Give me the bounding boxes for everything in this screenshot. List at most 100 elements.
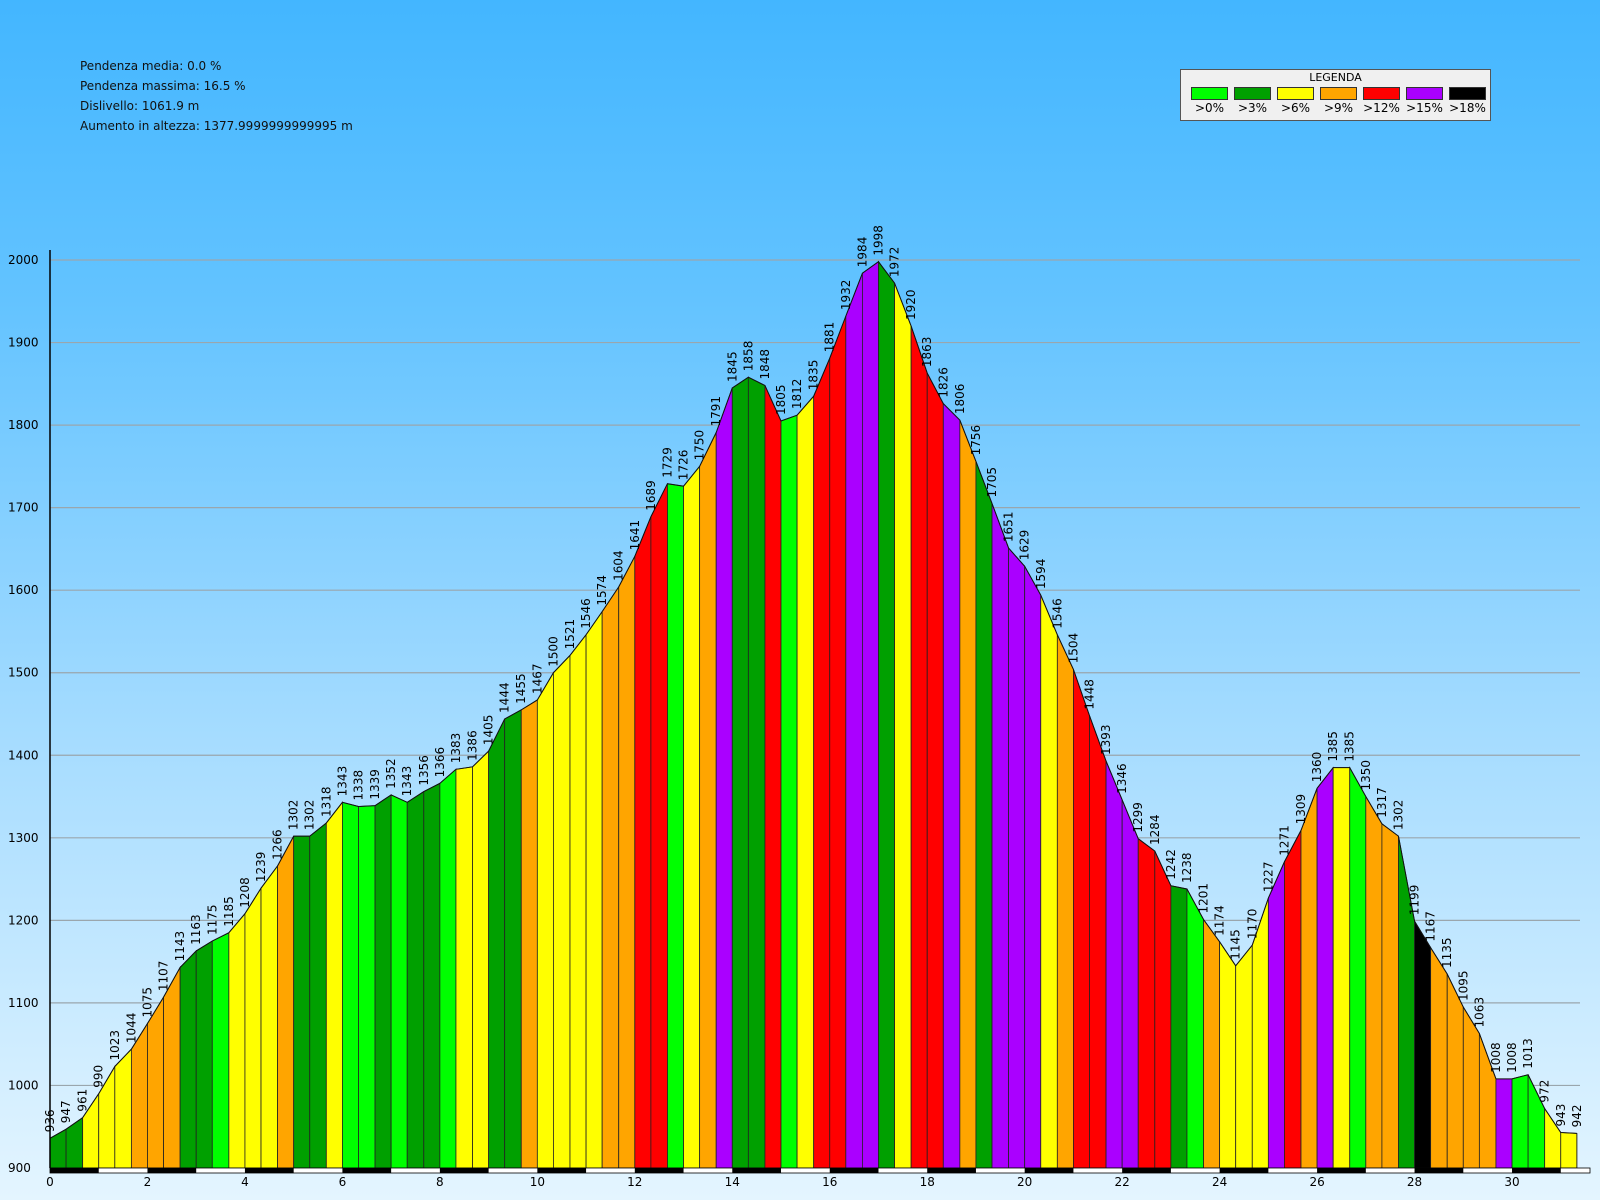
profile-segment [1024,564,1042,1169]
profile-segment [1511,1074,1529,1169]
slope-legend: LEGENDA >0% >3% >6% >9% >12% >15% >18% [1180,69,1491,121]
elevation-label: 1343 [335,766,349,797]
profile-segment [975,461,993,1169]
elevation-label: 1835 [807,360,821,391]
elevation-label: 1805 [774,384,788,415]
profile-segment [1186,888,1204,1169]
elevation-label: 942 [1570,1104,1584,1127]
profile-segment [861,260,879,1169]
elevation-label: 1239 [254,852,268,883]
legend-swatch [1449,87,1486,100]
x-axis-scale-block [147,1168,197,1173]
elevation-label: 1318 [319,786,333,817]
profile-segment [942,402,961,1169]
max-slope-text: Pendenza massima: 16.5 % [80,79,246,93]
elevation-label: 1812 [790,379,804,410]
elevation-label: 1729 [660,447,674,478]
profile-segment [747,376,766,1169]
x-tick-label: 8 [436,1175,444,1189]
profile-segment [455,766,473,1169]
profile-segment [1462,1005,1480,1169]
legend-label: >15% [1406,101,1443,115]
profile-segment [715,387,733,1169]
legend-label: >18% [1449,101,1486,115]
y-tick-label: 1300 [8,831,39,845]
profile-segment [1219,940,1237,1169]
elevation-label: 1500 [546,636,560,667]
y-tick-label: 900 [8,1161,31,1175]
elevation-label: 1651 [1002,512,1016,543]
profile-segment [342,801,359,1169]
profile-segment [1316,766,1334,1169]
elevation-label: 1008 [1489,1042,1503,1073]
elevation-label: 1352 [384,758,398,789]
profile-segment [667,483,684,1169]
elevation-diff-text: Dislivello: 1061.9 m [80,99,200,113]
elevation-label: 1455 [514,673,528,704]
profile-segment [423,782,441,1169]
elevation-label: 1309 [1294,794,1308,825]
profile-segment [1430,946,1448,1169]
y-tick-label: 1900 [8,336,39,350]
y-tick-label: 1800 [8,418,39,432]
y-tick-label: 1000 [8,1078,39,1092]
elevation-label: 1338 [351,770,365,801]
profile-segment [731,376,749,1169]
x-tick-label: 2 [144,1175,152,1189]
profile-segment [1381,822,1399,1169]
profile-segment [228,912,246,1169]
elevation-gain-text: Aumento in altezza: 1377.9999999999995 m [80,119,353,133]
elevation-label: 1750 [693,430,707,461]
elevation-label: 1546 [579,598,593,629]
profile-segment [796,395,815,1169]
elevation-label: 1920 [904,289,918,320]
profile-segment [1414,919,1432,1169]
profile-segment [406,790,425,1169]
legend-label: >3% [1237,101,1268,115]
elevation-label: 1013 [1521,1038,1535,1069]
elevation-label: 1346 [1115,763,1129,794]
profile-segment [114,1048,132,1169]
elevation-label: 1393 [1099,725,1113,756]
x-axis-scale-block [1122,1168,1171,1173]
legend-item: >18% [1446,85,1489,116]
elevation-label: 972 [1538,1080,1552,1103]
profile-segment [1235,943,1253,1169]
legend-label: >0% [1194,101,1225,115]
profile-segment [277,835,295,1169]
elevation-label: 1201 [1197,883,1211,914]
profile-segment [1300,788,1318,1169]
elevation-label: 1135 [1440,937,1454,968]
profile-segment [439,768,457,1169]
elevation-label: 1107 [157,961,171,992]
legend-item: >12% [1360,85,1403,116]
x-tick-label: 20 [1017,1175,1032,1189]
elevation-label: 1238 [1180,852,1194,883]
profile-segment [1105,760,1123,1169]
elevation-label: 947 [59,1100,73,1123]
elevation-label: 1858 [741,341,755,372]
profile-segment [195,940,213,1169]
elevation-label: 1143 [173,931,187,962]
x-axis-scale-block [244,1168,294,1173]
elevation-label: 1826 [936,367,950,398]
legend-item: >9% [1317,85,1360,116]
legend-swatch [1320,87,1357,100]
profile-segment [764,385,782,1169]
profile-segment [147,995,164,1169]
elevation-label: 1998 [871,225,885,256]
x-tick-label: 16 [822,1175,837,1189]
x-tick-label: 30 [1504,1175,1519,1189]
elevation-label: 1385 [1326,731,1340,762]
profile-segment [1203,918,1221,1169]
x-tick-label: 4 [241,1175,249,1189]
legend-swatch [1234,87,1271,100]
y-tick-label: 1700 [8,501,39,515]
y-tick-label: 1200 [8,913,39,927]
profile-segment [65,1116,84,1169]
elevation-label: 1845 [725,351,739,382]
x-axis-scale-block [50,1168,99,1173]
legend-items: >0% >3% >6% >9% >12% >15% >18% [1181,85,1490,116]
profile-segment [325,801,343,1169]
